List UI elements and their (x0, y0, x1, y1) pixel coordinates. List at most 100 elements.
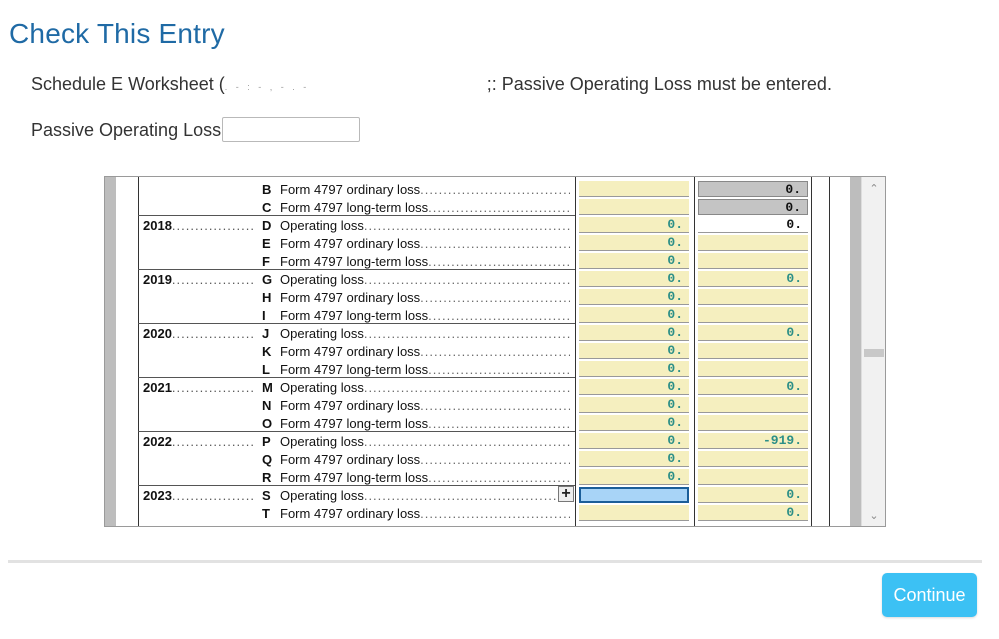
carryover-cell[interactable] (698, 343, 808, 359)
current-year-cell[interactable]: 0. (579, 325, 689, 341)
current-year-cell[interactable]: 0. (579, 397, 689, 413)
current-year-cell[interactable]: 0. (579, 361, 689, 377)
row-letter: L (262, 362, 270, 377)
row-description: Form 4797 ordinary loss.................… (280, 398, 570, 413)
worksheet-row: N Form 4797 ordinary loss................… (105, 396, 850, 414)
carryover-cell[interactable]: 0. (698, 217, 808, 233)
row-letter: E (262, 236, 271, 251)
current-year-cell[interactable]: 0. (579, 451, 689, 467)
scroll-down-icon[interactable]: ⌄ (869, 509, 879, 522)
column-divider (811, 177, 812, 526)
row-year: 2023.................. (143, 488, 255, 503)
passive-operating-loss-input[interactable] (222, 117, 360, 142)
current-year-cell[interactable] (579, 505, 689, 521)
row-letter: J (262, 326, 270, 341)
row-description: Operating loss..........................… (280, 380, 570, 395)
row-letter: F (262, 254, 270, 269)
column-divider (694, 177, 695, 526)
plus-move-icon[interactable]: + (558, 486, 574, 502)
row-description: Form 4797 long-term loss................… (280, 200, 570, 215)
row-description: Form 4797 long-term loss................… (280, 362, 570, 377)
row-description: Form 4797 long-term loss................… (280, 308, 570, 323)
worksheet-row: R Form 4797 long-term loss...............… (105, 468, 850, 486)
current-year-cell[interactable]: 0. (579, 253, 689, 269)
passive-operating-loss-label: Passive Operating Loss (31, 120, 222, 140)
current-year-cell[interactable]: 0. (579, 235, 689, 251)
current-year-cell[interactable]: 0. (579, 343, 689, 359)
scroll-thumb[interactable] (864, 349, 884, 357)
active-entry-cell[interactable] (579, 487, 689, 503)
carryover-cell[interactable]: 0. (698, 271, 808, 287)
current-year-cell[interactable]: 0. (579, 415, 689, 431)
carryover-cell[interactable]: -919. (698, 433, 808, 449)
message-suffix: ;: Passive Operating Loss must be entere… (486, 74, 832, 94)
scroll-up-icon[interactable]: ⌃ (869, 182, 879, 195)
worksheet-row: C Form 4797 long-term loss...............… (105, 198, 850, 216)
row-description: Form 4797 ordinary loss.................… (280, 236, 570, 251)
worksheet-row: 2019.................. G Operating loss...… (105, 270, 850, 288)
carryover-cell[interactable]: 0. (698, 199, 808, 215)
year-separator (138, 431, 575, 432)
carryover-cell[interactable] (698, 253, 808, 269)
current-year-cell[interactable]: 0. (579, 469, 689, 485)
carryover-cell[interactable] (698, 361, 808, 377)
worksheet-row: Q Form 4797 ordinary loss................… (105, 450, 850, 468)
carryover-cell[interactable] (698, 469, 808, 485)
row-letter: H (262, 290, 272, 305)
current-year-cell[interactable]: 0. (579, 217, 689, 233)
redacted-text: . - : - , - . - (224, 82, 310, 93)
row-letter: Q (262, 452, 273, 467)
year-separator (138, 323, 575, 324)
row-description: Form 4797 long-term loss................… (280, 470, 570, 485)
row-year: 2019.................. (143, 272, 255, 287)
year-separator (138, 215, 575, 216)
carryover-cell[interactable] (698, 235, 808, 251)
worksheet-row: 2018.................. D Operating loss...… (105, 216, 850, 234)
column-divider (575, 177, 576, 526)
column-divider (138, 177, 139, 526)
row-description: Form 4797 ordinary loss.................… (280, 506, 570, 521)
row-description: Form 4797 ordinary loss.................… (280, 290, 570, 305)
carryover-cell[interactable] (698, 307, 808, 323)
current-year-cell[interactable] (579, 181, 689, 197)
row-year: 2020.................. (143, 326, 255, 341)
row-letter: B (262, 182, 272, 197)
carryover-cell[interactable] (698, 415, 808, 431)
row-description: Operating loss..........................… (280, 326, 570, 341)
continue-button[interactable]: Continue (882, 573, 977, 617)
footer-divider (8, 560, 982, 563)
carryover-cell[interactable]: 0. (698, 505, 808, 521)
carryover-cell[interactable]: 0. (698, 325, 808, 341)
carryover-cell[interactable]: 0. (698, 487, 808, 503)
worksheet-row: K Form 4797 ordinary loss................… (105, 342, 850, 360)
row-description: Form 4797 long-term loss................… (280, 416, 570, 431)
worksheet-row: I Form 4797 long-term loss...............… (105, 306, 850, 324)
current-year-cell[interactable]: 0. (579, 433, 689, 449)
row-letter: D (262, 218, 272, 233)
worksheet-row: O Form 4797 long-term loss...............… (105, 414, 850, 432)
row-description: Form 4797 long-term loss................… (280, 254, 570, 269)
right-gutter (850, 177, 861, 526)
row-letter: P (262, 434, 271, 449)
row-description: Form 4797 ordinary loss.................… (280, 344, 570, 359)
row-description: Form 4797 ordinary loss.................… (280, 452, 570, 467)
row-letter: S (262, 488, 271, 503)
worksheet-row: H Form 4797 ordinary loss................… (105, 288, 850, 306)
current-year-cell[interactable] (579, 199, 689, 215)
worksheet-panel: B Form 4797 ordinary loss................… (104, 176, 886, 527)
vertical-scrollbar[interactable]: ⌃ ⌄ (861, 177, 885, 526)
carryover-cell[interactable] (698, 289, 808, 305)
carryover-cell[interactable] (698, 397, 808, 413)
carryover-cell[interactable] (698, 451, 808, 467)
worksheet-row: T Form 4797 ordinary loss................… (105, 504, 850, 522)
current-year-cell[interactable]: 0. (579, 379, 689, 395)
current-year-cell[interactable]: 0. (579, 289, 689, 305)
row-letter: M (262, 380, 273, 395)
worksheet-row: F Form 4797 long-term loss...............… (105, 252, 850, 270)
carryover-cell[interactable]: 0. (698, 181, 808, 197)
row-year: 2022.................. (143, 434, 255, 449)
current-year-cell[interactable]: 0. (579, 307, 689, 323)
carryover-cell[interactable]: 0. (698, 379, 808, 395)
current-year-cell[interactable]: 0. (579, 271, 689, 287)
year-separator (138, 485, 575, 486)
